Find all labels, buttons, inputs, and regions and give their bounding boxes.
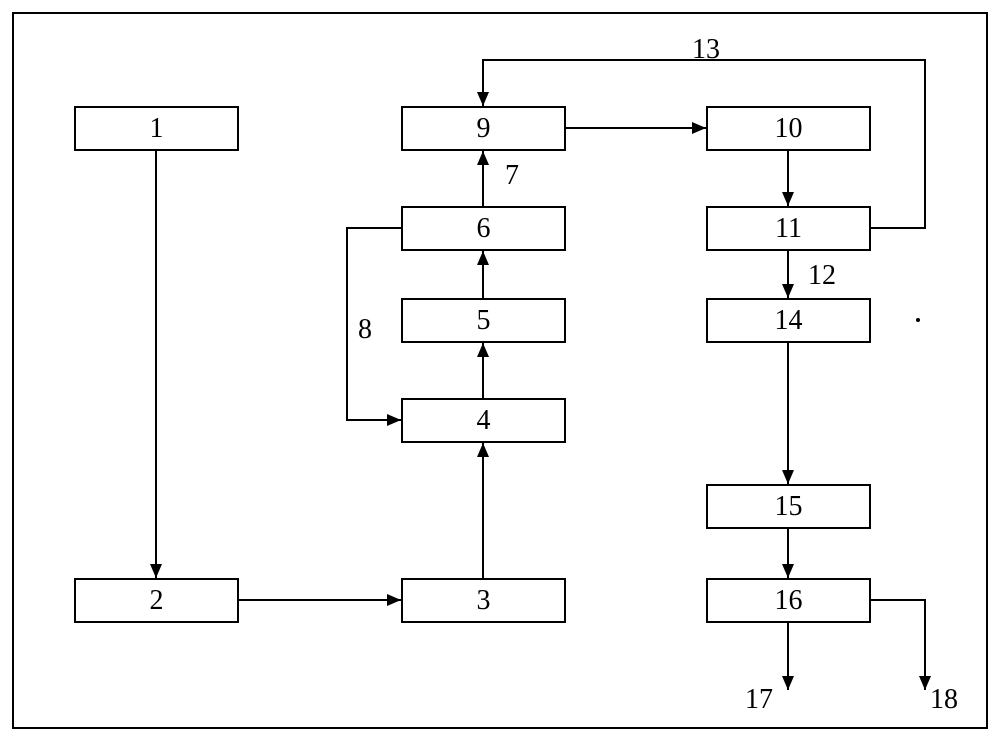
diagram-canvas: 1 9 10 6 11 5 14 4 15 2 3 16 7 8 12 13 17 18 [0, 0, 1000, 741]
node-15: 15 [706, 484, 871, 529]
node-label: 4 [477, 407, 491, 435]
edge-label-18: 18 [930, 686, 958, 714]
node-label: 14 [775, 307, 803, 335]
node-label: 2 [150, 587, 164, 615]
node-9: 9 [401, 106, 566, 151]
node-16: 16 [706, 578, 871, 623]
node-5: 5 [401, 298, 566, 343]
edge-label-7: 7 [505, 162, 519, 190]
node-label: 6 [477, 215, 491, 243]
node-label: 9 [477, 115, 491, 143]
node-label: 16 [775, 587, 803, 615]
node-3: 3 [401, 578, 566, 623]
node-label: 15 [775, 493, 803, 521]
edge-label-13: 13 [692, 36, 720, 64]
node-1: 1 [74, 106, 239, 151]
node-14: 14 [706, 298, 871, 343]
node-4: 4 [401, 398, 566, 443]
node-label: 11 [775, 215, 802, 243]
edge-label-17: 17 [745, 686, 773, 714]
node-2: 2 [74, 578, 239, 623]
edge-label-8: 8 [358, 316, 372, 344]
node-label: 3 [477, 587, 491, 615]
node-label: 1 [150, 115, 164, 143]
edge-label-12: 12 [808, 262, 836, 290]
node-11: 11 [706, 206, 871, 251]
node-10: 10 [706, 106, 871, 151]
node-label: 10 [775, 115, 803, 143]
node-label: 5 [477, 307, 491, 335]
node-6: 6 [401, 206, 566, 251]
